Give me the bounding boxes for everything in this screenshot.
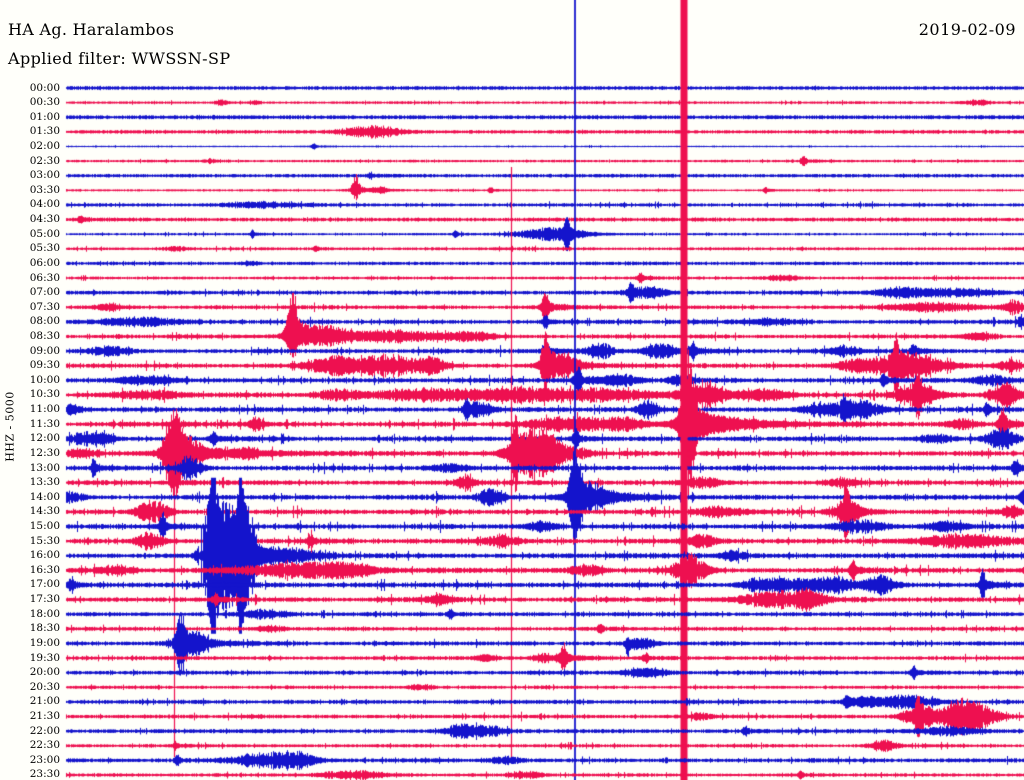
time-label: 02:00: [29, 139, 60, 152]
time-label: 15:00: [29, 520, 60, 532]
time-label: 20:30: [29, 680, 60, 693]
time-label: 16:00: [29, 549, 60, 562]
time-label: 19:00: [29, 636, 60, 649]
time-label: 04:30: [29, 213, 60, 226]
time-label: 00:00: [29, 81, 60, 94]
time-label: 00:30: [29, 96, 60, 109]
time-label: 18:30: [29, 622, 60, 635]
time-label: 20:00: [29, 666, 60, 679]
time-label: 05:30: [29, 242, 60, 255]
time-label: 11:30: [29, 417, 60, 430]
time-label: 09:00: [29, 344, 60, 357]
time-label: 14:30: [29, 505, 60, 518]
time-label: 02:30: [29, 154, 60, 167]
time-label: 22:00: [29, 724, 60, 737]
time-label: 16:30: [29, 563, 60, 576]
time-label: 21:30: [29, 710, 60, 723]
time-label: 14:00: [29, 490, 60, 503]
time-label: 03:00: [29, 169, 60, 182]
time-label: 01:30: [29, 125, 60, 138]
time-label: 21:00: [29, 695, 60, 708]
time-labels-column: 00:00 00:30 01:00 01:30 02:00 02:30 03:00 03:30…: [0, 0, 62, 780]
time-label: 08:30: [29, 329, 60, 342]
time-label: 09:30: [29, 359, 60, 372]
time-label: 08:00: [29, 315, 60, 328]
time-label: 17:30: [29, 593, 60, 606]
time-label: 05:00: [29, 227, 60, 240]
time-label: 12:30: [29, 446, 60, 459]
time-label: 13:30: [29, 476, 60, 489]
time-label: 07:00: [29, 286, 60, 299]
time-label: 23:30: [29, 768, 60, 780]
time-label: 22:30: [29, 739, 60, 752]
time-label: 13:00: [29, 461, 60, 474]
time-label: 11:00: [29, 403, 60, 416]
time-label: 04:00: [29, 198, 60, 211]
time-label: 06:30: [29, 271, 60, 284]
applied-filter-label: Applied filter: WWSSN-SP: [8, 49, 231, 68]
time-label: 10:00: [29, 373, 60, 386]
time-label: 19:30: [29, 651, 60, 664]
time-label: 17:00: [29, 578, 60, 591]
time-label: 23:00: [29, 753, 60, 766]
time-label: 01:00: [29, 110, 60, 123]
time-label: 07:30: [29, 300, 60, 313]
channel-scale-label: HHZ - 5000: [3, 391, 17, 462]
time-label: 06:00: [29, 256, 60, 269]
time-label: 03:30: [29, 183, 60, 196]
record-date: 2019-02-09: [918, 20, 1016, 39]
station-name: HA Ag. Haralambos: [8, 20, 175, 39]
time-label: 18:00: [29, 607, 60, 620]
time-label: 15:30: [29, 534, 60, 547]
time-label: 10:30: [29, 388, 60, 401]
time-label: 12:00: [29, 432, 60, 445]
